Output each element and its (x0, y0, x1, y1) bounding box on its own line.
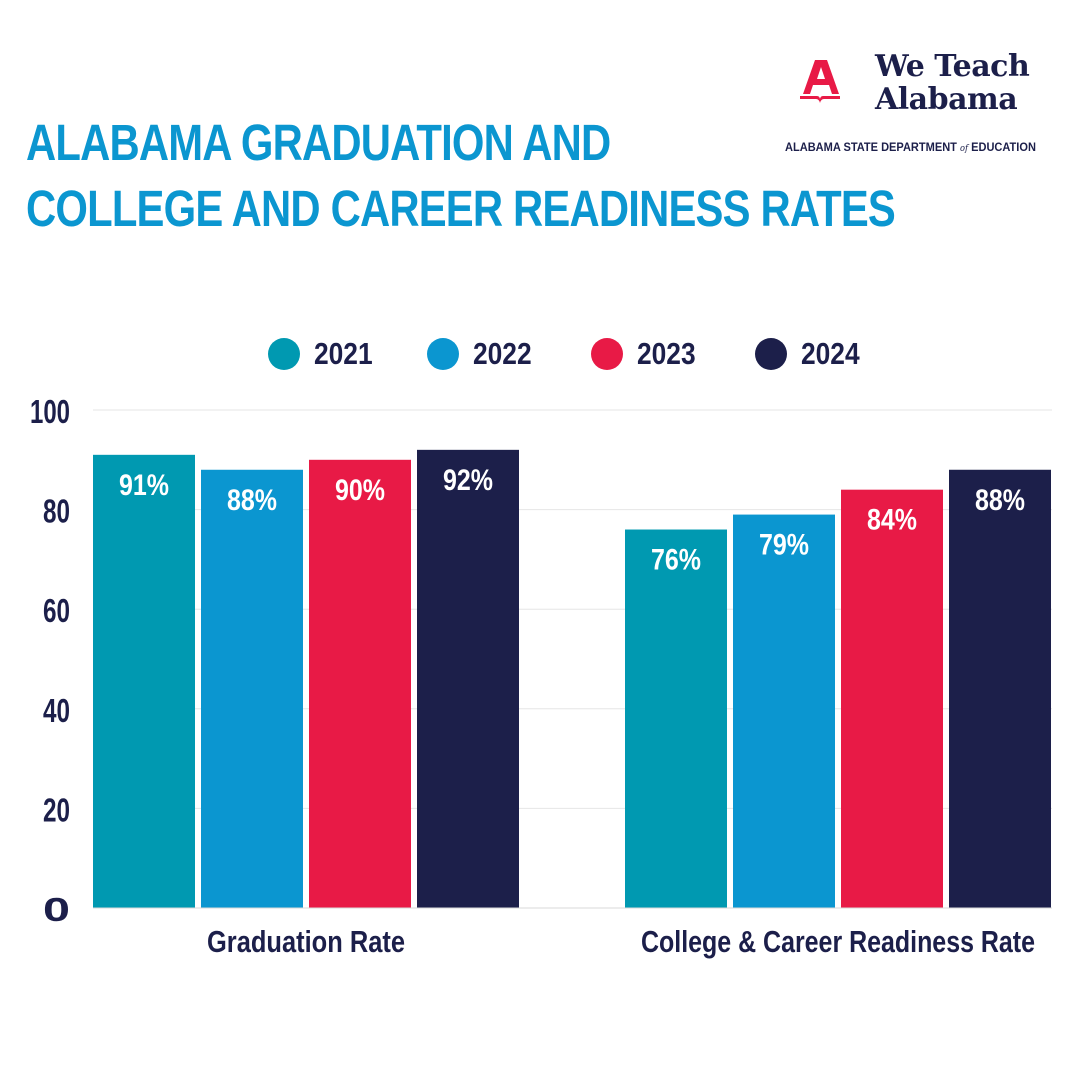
bar-value-label: 84% (867, 504, 917, 537)
bar-value-label: 88% (227, 484, 277, 517)
bar-2023 (841, 489, 943, 908)
bar-value-label: 90% (335, 474, 385, 507)
legend-item-2023: 2023 (591, 334, 706, 374)
legend-swatch-2022 (427, 338, 459, 370)
bar-2023 (309, 459, 411, 908)
legend-item-2024: 2024 (755, 334, 870, 374)
bar-2021 (625, 529, 727, 908)
x-category-label: College & Career Readiness Rate (641, 924, 1035, 959)
department-name: ALABAMA STATE DEPARTMENT of EDUCATION (785, 140, 1036, 154)
logo-wordmark: We Teach Alabama (875, 49, 1030, 117)
legend-item-2022: 2022 (427, 334, 542, 374)
department-pre: ALABAMA STATE DEPARTMENT (785, 140, 961, 154)
legend: 2021 2022 2023 2024 (0, 334, 1080, 374)
bar-value-label: 88% (975, 484, 1025, 517)
chart-title-line-1: ALABAMA GRADUATION AND (26, 114, 611, 171)
bar-2022 (733, 514, 835, 908)
y-tick-label: 0 (43, 891, 70, 928)
y-tick-label: 40 (43, 692, 70, 729)
y-tick-label: 20 (43, 791, 70, 828)
legend-swatch-2021 (268, 338, 300, 370)
alabama-a-logo-icon (800, 60, 840, 103)
bar-value-label: 79% (759, 529, 809, 562)
logo-line-2: Alabama (875, 82, 1018, 117)
legend-item-2021: 2021 (268, 334, 383, 374)
bar-chart: 0 20 40 60 80 100 91% 88% 90% 92% Graduation Rate 7… (30, 393, 1052, 959)
logo-line-1: We Teach (875, 49, 1030, 84)
legend-label-2022: 2022 (473, 336, 532, 371)
bar-value-label: 76% (651, 544, 701, 577)
bar-2024 (417, 449, 519, 908)
bar-2024 (949, 469, 1051, 908)
y-tick-label: 80 (43, 493, 70, 530)
legend-swatch-2023 (591, 338, 623, 370)
bar-value-label: 91% (119, 469, 169, 502)
bar-value-label: 92% (443, 464, 493, 497)
x-category-label: Graduation Rate (207, 924, 405, 959)
legend-label-2021: 2021 (314, 336, 373, 371)
legend-swatch-2024 (755, 338, 787, 370)
chart-title: ALABAMA GRADUATION AND COLLEGE AND CAREE… (26, 110, 896, 242)
legend-label-2024: 2024 (801, 336, 860, 371)
bar-2021 (93, 454, 195, 908)
legend-label-2023: 2023 (637, 336, 696, 371)
y-tick-label: 60 (43, 592, 70, 629)
y-tick-label: 100 (30, 393, 70, 430)
department-post: EDUCATION (968, 140, 1036, 154)
chart-title-line-2: COLLEGE AND CAREER READINESS RATES (26, 180, 896, 237)
bar-2022 (201, 469, 303, 908)
department-of: of (960, 144, 969, 154)
